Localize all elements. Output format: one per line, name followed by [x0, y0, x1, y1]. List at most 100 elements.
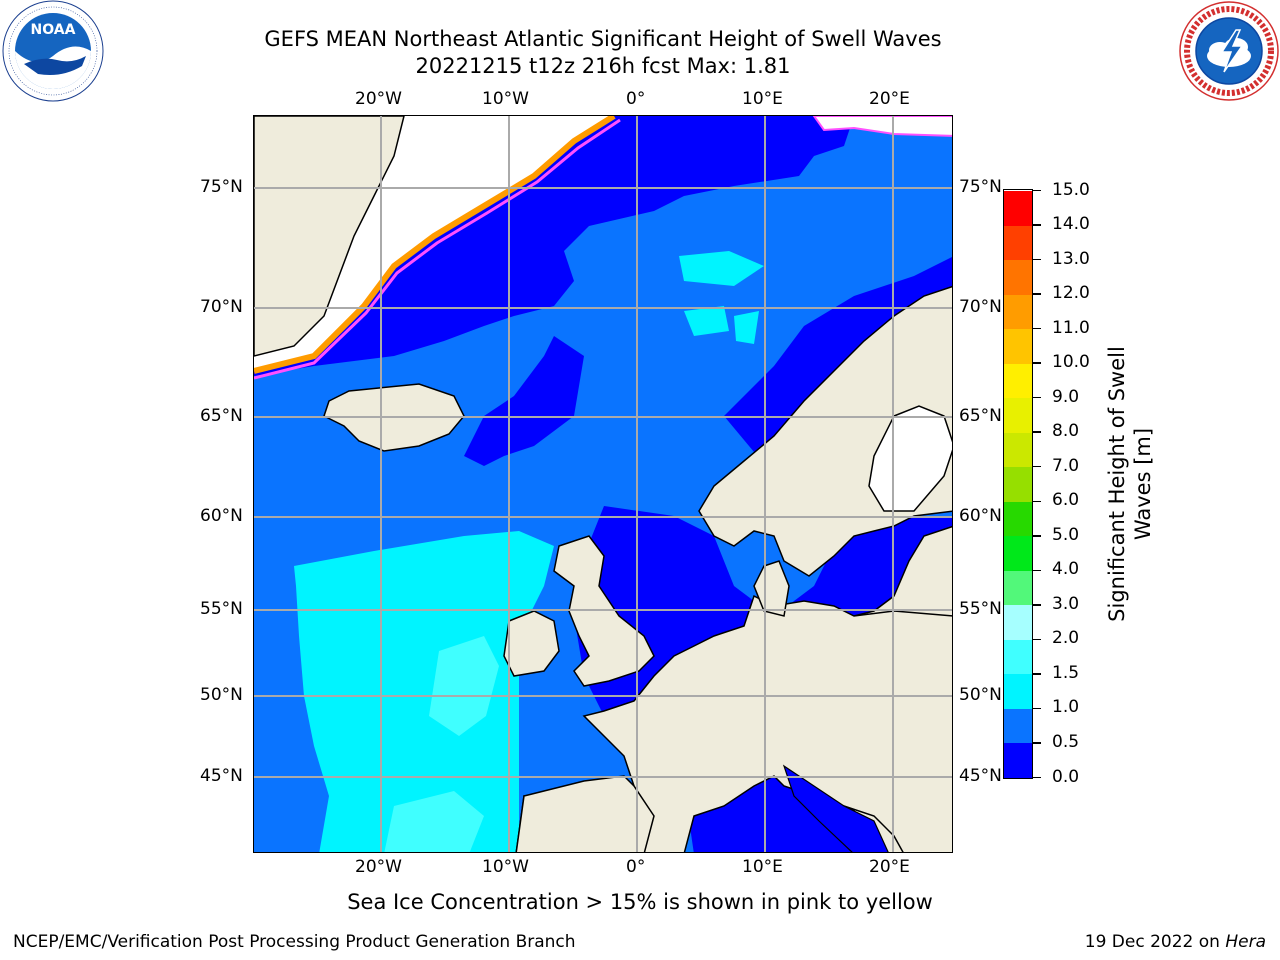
colorbar-segment: [1004, 570, 1032, 606]
colorbar-tick: [1033, 535, 1041, 537]
lon-label-top: 20°W: [355, 89, 402, 109]
colorbar-tick: [1033, 673, 1041, 675]
footer-date: 19 Dec 2022 on: [1084, 932, 1226, 952]
swell-1-1.5m-zone: [684, 306, 729, 336]
footer-host: Hera: [1225, 932, 1266, 952]
colorbar-tick-label: 10.0: [1052, 352, 1090, 373]
lat-label-right: 70°N: [959, 297, 1002, 317]
swell-0-0.5m-zone: [254, 116, 854, 376]
colorbar-segment: [1004, 673, 1032, 709]
colorbar-tick-label: 1.0: [1052, 697, 1080, 718]
lon-label-top: 10°E: [742, 89, 783, 109]
lat-label-right: 60°N: [959, 506, 1002, 526]
colorbar-tick-label: 11.0: [1052, 317, 1090, 338]
colorbar-tick: [1033, 742, 1041, 744]
colorbar-segment: [1004, 328, 1032, 364]
sea-ice-edge: [254, 118, 621, 380]
colorbar-segment: [1004, 604, 1032, 640]
lon-label-bottom: 20°W: [355, 857, 402, 877]
swell-1-1.5m-zone: [294, 531, 554, 852]
graticule: [254, 116, 952, 852]
colorbar-tick-label: 7.0: [1052, 455, 1080, 476]
colorbar-tick: [1033, 293, 1041, 295]
colorbar-tick-label: 0.5: [1052, 731, 1080, 752]
colorbar-tick-label: 0.0: [1052, 766, 1080, 787]
lon-label-bottom: 10°E: [742, 857, 783, 877]
chart-subtitle: 20221215 t12z 216h fcst Max: 1.81: [415, 54, 791, 78]
colorbar-tick: [1033, 776, 1041, 779]
lon-label-bottom: 20°E: [869, 857, 910, 877]
colorbar-segment: [1004, 432, 1032, 468]
colorbar-tick: [1033, 362, 1041, 364]
lat-label-right: 50°N: [959, 685, 1002, 705]
colorbar-tick: [1033, 431, 1041, 433]
colorbar-tick-label: 8.0: [1052, 421, 1080, 442]
colorbar-segment: [1004, 742, 1032, 778]
footer-right-date: 19 Dec 2022 on Hera: [1085, 932, 1266, 952]
lon-label-top: 10°W: [482, 89, 529, 109]
colorbar-title: Significant Height of Swell Waves [m]: [1105, 346, 1155, 622]
swell-1.5-2m-zone: [384, 791, 484, 852]
swell-height-map: [254, 116, 952, 852]
footer-left-credit: NCEP/EMC/Verification Post Processing Pr…: [13, 932, 576, 952]
colorbar-tick-label: 6.0: [1052, 490, 1080, 511]
colorbar-tick-label: 14.0: [1052, 214, 1090, 235]
lat-label-left: 65°N: [200, 406, 243, 426]
colorbar-tick: [1033, 396, 1041, 399]
colorbar-tick: [1033, 569, 1041, 572]
colorbar-segment: [1004, 294, 1032, 330]
colorbar-tick: [1033, 189, 1041, 192]
colorbar-tick-label: 2.0: [1052, 628, 1080, 649]
ireland-landmass: [503, 610, 560, 677]
lat-label-right: 65°N: [959, 406, 1002, 426]
colorbar-tick-label: 9.0: [1052, 386, 1080, 407]
lat-label-left: 50°N: [200, 685, 243, 705]
lat-label-left: 45°N: [200, 766, 243, 786]
colorbar-segment: [1004, 363, 1032, 399]
national-weather-service-logo-icon: [1178, 0, 1280, 102]
colorbar-tick: [1033, 258, 1041, 261]
sea-ice-region: [868, 405, 952, 512]
colorbar-tick: [1033, 224, 1041, 226]
sea-ice-edge: [254, 116, 616, 374]
lon-label-top: 0°: [626, 89, 646, 109]
lat-label-right: 55°N: [959, 599, 1002, 619]
colorbar: [1003, 189, 1033, 779]
colorbar-segment: [1004, 708, 1032, 744]
sea-ice-note: Sea Ice Concentration > 15% is shown in …: [347, 890, 933, 914]
colorbar-tick-label: 13.0: [1052, 248, 1090, 269]
colorbar-tick-label: 15.0: [1052, 179, 1090, 200]
chart-title: GEFS MEAN Northeast Atlantic Significant…: [264, 27, 942, 51]
lat-label-right: 75°N: [959, 177, 1002, 197]
colorbar-tick-label: 4.0: [1052, 559, 1080, 580]
denmark-landmass: [753, 560, 790, 617]
noaa-logo-text: NOAA: [31, 22, 76, 38]
colorbar-tick: [1033, 707, 1041, 710]
swell-1-1.5m-zone: [679, 251, 764, 286]
map-panel: [253, 115, 953, 853]
colorbar-segment: [1004, 190, 1032, 226]
colorbar-segment: [1004, 259, 1032, 295]
colorbar-tick: [1033, 604, 1041, 606]
lat-label-left: 70°N: [200, 297, 243, 317]
swell-1-1.5m-zone: [734, 311, 759, 344]
colorbar-tick: [1033, 500, 1041, 502]
lon-label-bottom: 0°: [626, 857, 646, 877]
colorbar-segment: [1004, 466, 1032, 502]
lon-label-top: 20°E: [869, 89, 910, 109]
swell-0-0.5m-zone: [464, 336, 584, 466]
lat-label-left: 60°N: [200, 506, 243, 526]
colorbar-segment: [1004, 639, 1032, 675]
greenland-landmass: [254, 116, 405, 357]
colorbar-tick: [1033, 638, 1041, 641]
colorbar-segment: [1004, 501, 1032, 537]
colorbar-segment: [1004, 535, 1032, 571]
swell-1.5-2m-zone: [429, 636, 499, 736]
adriatic-sea: [782, 764, 889, 852]
lon-label-bottom: 10°W: [482, 857, 529, 877]
colorbar-segment: [1004, 225, 1032, 261]
colorbar-segment: [1004, 397, 1032, 433]
noaa-logo-icon: NOAA: [2, 0, 104, 102]
lat-label-right: 45°N: [959, 766, 1002, 786]
colorbar-tick: [1033, 327, 1041, 330]
